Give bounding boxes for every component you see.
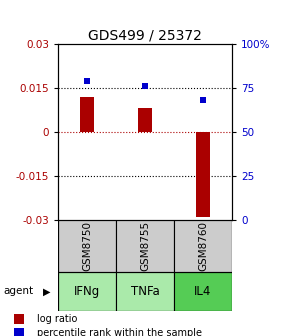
Bar — [138, 109, 152, 132]
Text: log ratio: log ratio — [37, 314, 77, 324]
Text: IL4: IL4 — [194, 285, 212, 298]
Text: percentile rank within the sample: percentile rank within the sample — [37, 328, 202, 336]
Point — [85, 78, 89, 83]
Bar — [14, 328, 24, 336]
Bar — [58, 220, 116, 272]
Bar — [116, 272, 174, 311]
Point — [143, 83, 147, 89]
Bar — [174, 220, 232, 272]
Title: GDS499 / 25372: GDS499 / 25372 — [88, 29, 202, 43]
Text: GSM8755: GSM8755 — [140, 221, 150, 271]
Point — [201, 97, 205, 103]
Bar — [58, 272, 116, 311]
Bar — [196, 132, 210, 217]
Bar — [116, 220, 174, 272]
Bar — [14, 314, 24, 324]
Text: agent: agent — [3, 287, 33, 296]
Bar — [80, 97, 94, 132]
Text: TNFa: TNFa — [130, 285, 160, 298]
Text: GSM8760: GSM8760 — [198, 221, 208, 271]
Text: ▶: ▶ — [43, 287, 51, 296]
Bar — [174, 272, 232, 311]
Text: GSM8750: GSM8750 — [82, 221, 92, 271]
Text: IFNg: IFNg — [74, 285, 100, 298]
